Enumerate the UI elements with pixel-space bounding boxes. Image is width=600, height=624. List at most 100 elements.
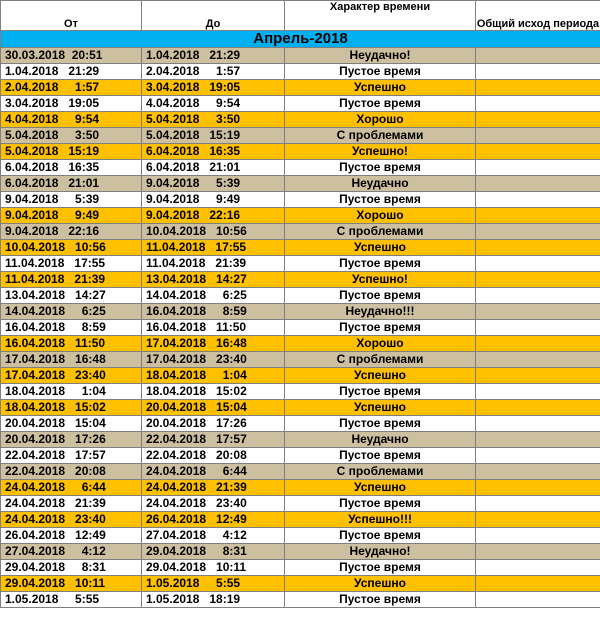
table-row[interactable]: 17.04.2018 16:48 17.04.2018 23:40 С пробле… [0, 351, 600, 368]
cell-outcome[interactable] [475, 143, 600, 160]
table-row[interactable]: 11.04.2018 17:55 11.04.2018 21:39 Пустое в… [0, 255, 600, 272]
cell-character[interactable]: Пустое время [284, 591, 476, 608]
cell-to[interactable]: 1.05.2018 5:55 [141, 575, 285, 592]
table-row[interactable]: 17.04.2018 23:40 18.04.2018 1:04 Успешно [0, 367, 600, 384]
table-row[interactable]: 1.05.2018 5:55 1.05.2018 18:19 Пустое врем… [0, 591, 600, 608]
cell-to[interactable]: 22.04.2018 17:57 [141, 431, 285, 448]
cell-from[interactable]: 29.04.2018 8:31 [0, 559, 142, 576]
cell-character[interactable]: Пустое время [284, 559, 476, 576]
cell-outcome[interactable] [475, 239, 600, 256]
cell-from[interactable]: 9.04.2018 5:39 [0, 191, 142, 208]
cell-outcome[interactable] [475, 63, 600, 80]
cell-from[interactable]: 9.04.2018 22:16 [0, 223, 142, 240]
cell-outcome[interactable] [475, 383, 600, 400]
cell-to[interactable]: 16.04.2018 11:50 [141, 319, 285, 336]
cell-to[interactable]: 4.04.2018 9:54 [141, 95, 285, 112]
cell-outcome[interactable] [475, 271, 600, 288]
cell-from[interactable]: 1.04.2018 21:29 [0, 63, 142, 80]
cell-to[interactable]: 11.04.2018 21:39 [141, 255, 285, 272]
cell-character[interactable]: Неудачно [284, 175, 476, 192]
cell-outcome[interactable] [475, 207, 600, 224]
table-row[interactable]: 14.04.2018 6:25 16.04.2018 8:59 Неудачно!!… [0, 303, 600, 320]
cell-character[interactable]: Успешно [284, 367, 476, 384]
cell-from[interactable]: 9.04.2018 9:49 [0, 207, 142, 224]
cell-from[interactable]: 24.04.2018 21:39 [0, 495, 142, 512]
table-row[interactable]: 5.04.2018 15:19 6.04.2018 16:35 Успешно! [0, 143, 600, 160]
cell-to[interactable]: 2.04.2018 1:57 [141, 63, 285, 80]
cell-from[interactable]: 4.04.2018 9:54 [0, 111, 142, 128]
table-row[interactable]: 3.04.2018 19:05 4.04.2018 9:54 Пустое врем… [0, 95, 600, 112]
cell-character[interactable]: Пустое время [284, 447, 476, 464]
cell-outcome[interactable] [475, 415, 600, 432]
table-row[interactable]: 24.04.2018 23:40 26.04.2018 12:49 Успешно!… [0, 511, 600, 528]
cell-from[interactable]: 3.04.2018 19:05 [0, 95, 142, 112]
cell-from[interactable]: 14.04.2018 6:25 [0, 303, 142, 320]
cell-to[interactable]: 5.04.2018 3:50 [141, 111, 285, 128]
table-row[interactable]: 29.04.2018 10:11 1.05.2018 5:55 Успешно [0, 575, 600, 592]
table-row[interactable]: 1.04.2018 21:29 2.04.2018 1:57 Пустое врем… [0, 63, 600, 80]
cell-to[interactable]: 3.04.2018 19:05 [141, 79, 285, 96]
cell-from[interactable]: 18.04.2018 1:04 [0, 383, 142, 400]
cell-character[interactable]: Успешно [284, 79, 476, 96]
table-row[interactable]: 13.04.2018 14:27 14.04.2018 6:25 Пустое вр… [0, 287, 600, 304]
cell-outcome[interactable] [475, 95, 600, 112]
cell-from[interactable]: 30.03.2018 20:51 [0, 47, 142, 64]
cell-to[interactable]: 6.04.2018 21:01 [141, 159, 285, 176]
table-row[interactable]: 30.03.2018 20:51 1.04.2018 21:29 Неудачно! [0, 47, 600, 64]
table-row[interactable]: 6.04.2018 21:01 9.04.2018 5:39 Неудачно [0, 175, 600, 192]
cell-character[interactable]: Успешно! [284, 271, 476, 288]
cell-to[interactable]: 18.04.2018 15:02 [141, 383, 285, 400]
table-row[interactable]: 18.04.2018 15:02 20.04.2018 15:04 Успешно [0, 399, 600, 416]
cell-outcome[interactable] [475, 351, 600, 368]
cell-to[interactable]: 11.04.2018 17:55 [141, 239, 285, 256]
cell-from[interactable]: 22.04.2018 17:57 [0, 447, 142, 464]
cell-character[interactable]: Хорошо [284, 207, 476, 224]
table-row[interactable]: 18.04.2018 1:04 18.04.2018 15:02 Пустое вр… [0, 383, 600, 400]
cell-to[interactable]: 10.04.2018 10:56 [141, 223, 285, 240]
cell-character[interactable]: Пустое время [284, 159, 476, 176]
cell-from[interactable]: 20.04.2018 15:04 [0, 415, 142, 432]
table-row[interactable]: 9.04.2018 22:16 10.04.2018 10:56 С проблем… [0, 223, 600, 240]
table-row[interactable]: 11.04.2018 21:39 13.04.2018 14:27 Успешно! [0, 271, 600, 288]
cell-outcome[interactable] [475, 463, 600, 480]
cell-outcome[interactable] [475, 191, 600, 208]
cell-character[interactable]: Успешно [284, 399, 476, 416]
table-row[interactable]: 6.04.2018 16:35 6.04.2018 21:01 Пустое вре… [0, 159, 600, 176]
cell-from[interactable]: 16.04.2018 8:59 [0, 319, 142, 336]
cell-from[interactable]: 16.04.2018 11:50 [0, 335, 142, 352]
cell-from[interactable]: 6.04.2018 16:35 [0, 159, 142, 176]
cell-to[interactable]: 9.04.2018 5:39 [141, 175, 285, 192]
cell-to[interactable]: 16.04.2018 8:59 [141, 303, 285, 320]
cell-character[interactable]: Неудачно! [284, 47, 476, 64]
cell-to[interactable]: 5.04.2018 15:19 [141, 127, 285, 144]
cell-character[interactable]: Пустое время [284, 319, 476, 336]
cell-outcome[interactable] [475, 527, 600, 544]
table-row[interactable]: 2.04.2018 1:57 3.04.2018 19:05 Успешно [0, 79, 600, 96]
cell-outcome[interactable] [475, 223, 600, 240]
cell-outcome[interactable] [475, 47, 600, 64]
table-row[interactable]: 16.04.2018 8:59 16.04.2018 11:50 Пустое вр… [0, 319, 600, 336]
cell-to[interactable]: 1.04.2018 21:29 [141, 47, 285, 64]
cell-character[interactable]: С проблемами [284, 127, 476, 144]
cell-from[interactable]: 17.04.2018 23:40 [0, 367, 142, 384]
cell-outcome[interactable] [475, 319, 600, 336]
cell-outcome[interactable] [475, 335, 600, 352]
cell-from[interactable]: 13.04.2018 14:27 [0, 287, 142, 304]
cell-from[interactable]: 6.04.2018 21:01 [0, 175, 142, 192]
table-row[interactable]: 9.04.2018 5:39 9.04.2018 9:49 Пустое время [0, 191, 600, 208]
cell-character[interactable]: Пустое время [284, 191, 476, 208]
cell-character[interactable]: Неудачно!!! [284, 303, 476, 320]
cell-character[interactable]: Пустое время [284, 527, 476, 544]
cell-to[interactable]: 17.04.2018 16:48 [141, 335, 285, 352]
table-row[interactable]: 4.04.2018 9:54 5.04.2018 3:50 Хорошо [0, 111, 600, 128]
table-row[interactable]: 5.04.2018 3:50 5.04.2018 15:19 С проблемам… [0, 127, 600, 144]
table-row[interactable]: 29.04.2018 8:31 29.04.2018 10:11 Пустое вр… [0, 559, 600, 576]
cell-to[interactable]: 9.04.2018 22:16 [141, 207, 285, 224]
cell-character[interactable]: Пустое время [284, 287, 476, 304]
cell-outcome[interactable] [475, 495, 600, 512]
cell-to[interactable]: 29.04.2018 8:31 [141, 543, 285, 560]
table-row[interactable]: 10.04.2018 10:56 11.04.2018 17:55 Успешно [0, 239, 600, 256]
cell-outcome[interactable] [475, 111, 600, 128]
cell-character[interactable]: Неудачно [284, 431, 476, 448]
cell-outcome[interactable] [475, 127, 600, 144]
